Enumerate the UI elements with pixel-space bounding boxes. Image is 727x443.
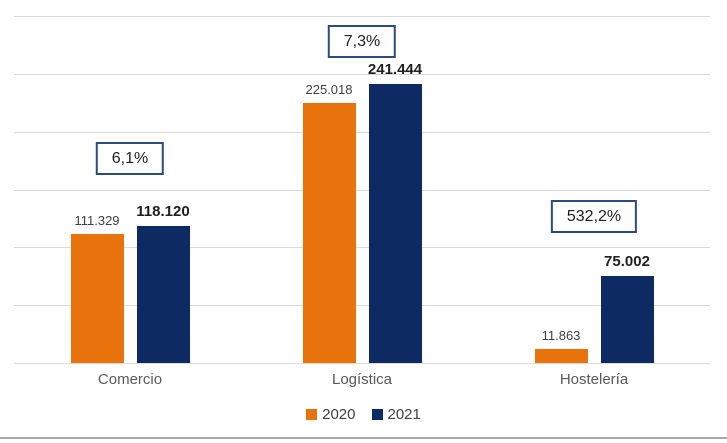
legend-label-2021: 2021 xyxy=(387,406,421,423)
legend-label-2020: 2020 xyxy=(322,406,356,423)
x-axis-line xyxy=(14,363,710,364)
legend-swatch-2020 xyxy=(306,409,318,420)
data-label-2020-logistica: 225.018 xyxy=(305,81,353,97)
data-label-2021-logistica: 241.444 xyxy=(367,60,423,78)
bar-2021-logistica xyxy=(368,83,422,363)
annotation-comercio: 6,1% xyxy=(95,142,165,175)
bar-2020-hosteleria xyxy=(534,349,588,363)
gridline xyxy=(14,305,710,307)
category-label-logistica: Logística xyxy=(331,371,393,388)
bar-2021-hosteleria xyxy=(600,276,654,363)
annotation-logistica: 7,3% xyxy=(327,25,397,58)
gridline xyxy=(14,16,710,17)
data-label-2021-hosteleria: 75.002 xyxy=(604,253,650,271)
gridline xyxy=(14,189,710,191)
gridline xyxy=(14,73,710,75)
annotation-hosteleria: 532,2% xyxy=(550,200,638,233)
legend-swatch-2021 xyxy=(371,409,383,420)
legend: 2020 2021 xyxy=(0,406,727,423)
category-label-hosteleria: Hostelería xyxy=(559,371,629,388)
category-label-comercio: Comercio xyxy=(97,371,163,388)
chart-bottom-border xyxy=(0,437,727,439)
bar-2020-comercio xyxy=(70,234,124,363)
data-label-2020-comercio: 111.329 xyxy=(74,213,120,229)
gridline xyxy=(14,131,710,133)
data-label-2020-hosteleria: 11.863 xyxy=(541,328,581,344)
legend-item-2021: 2021 xyxy=(371,406,421,423)
gridline xyxy=(14,247,710,249)
bar-2021-comercio xyxy=(136,226,190,363)
bar-2020-logistica xyxy=(302,102,356,363)
legend-item-2020: 2020 xyxy=(306,406,356,423)
data-label-2021-comercio: 118.120 xyxy=(136,203,190,221)
